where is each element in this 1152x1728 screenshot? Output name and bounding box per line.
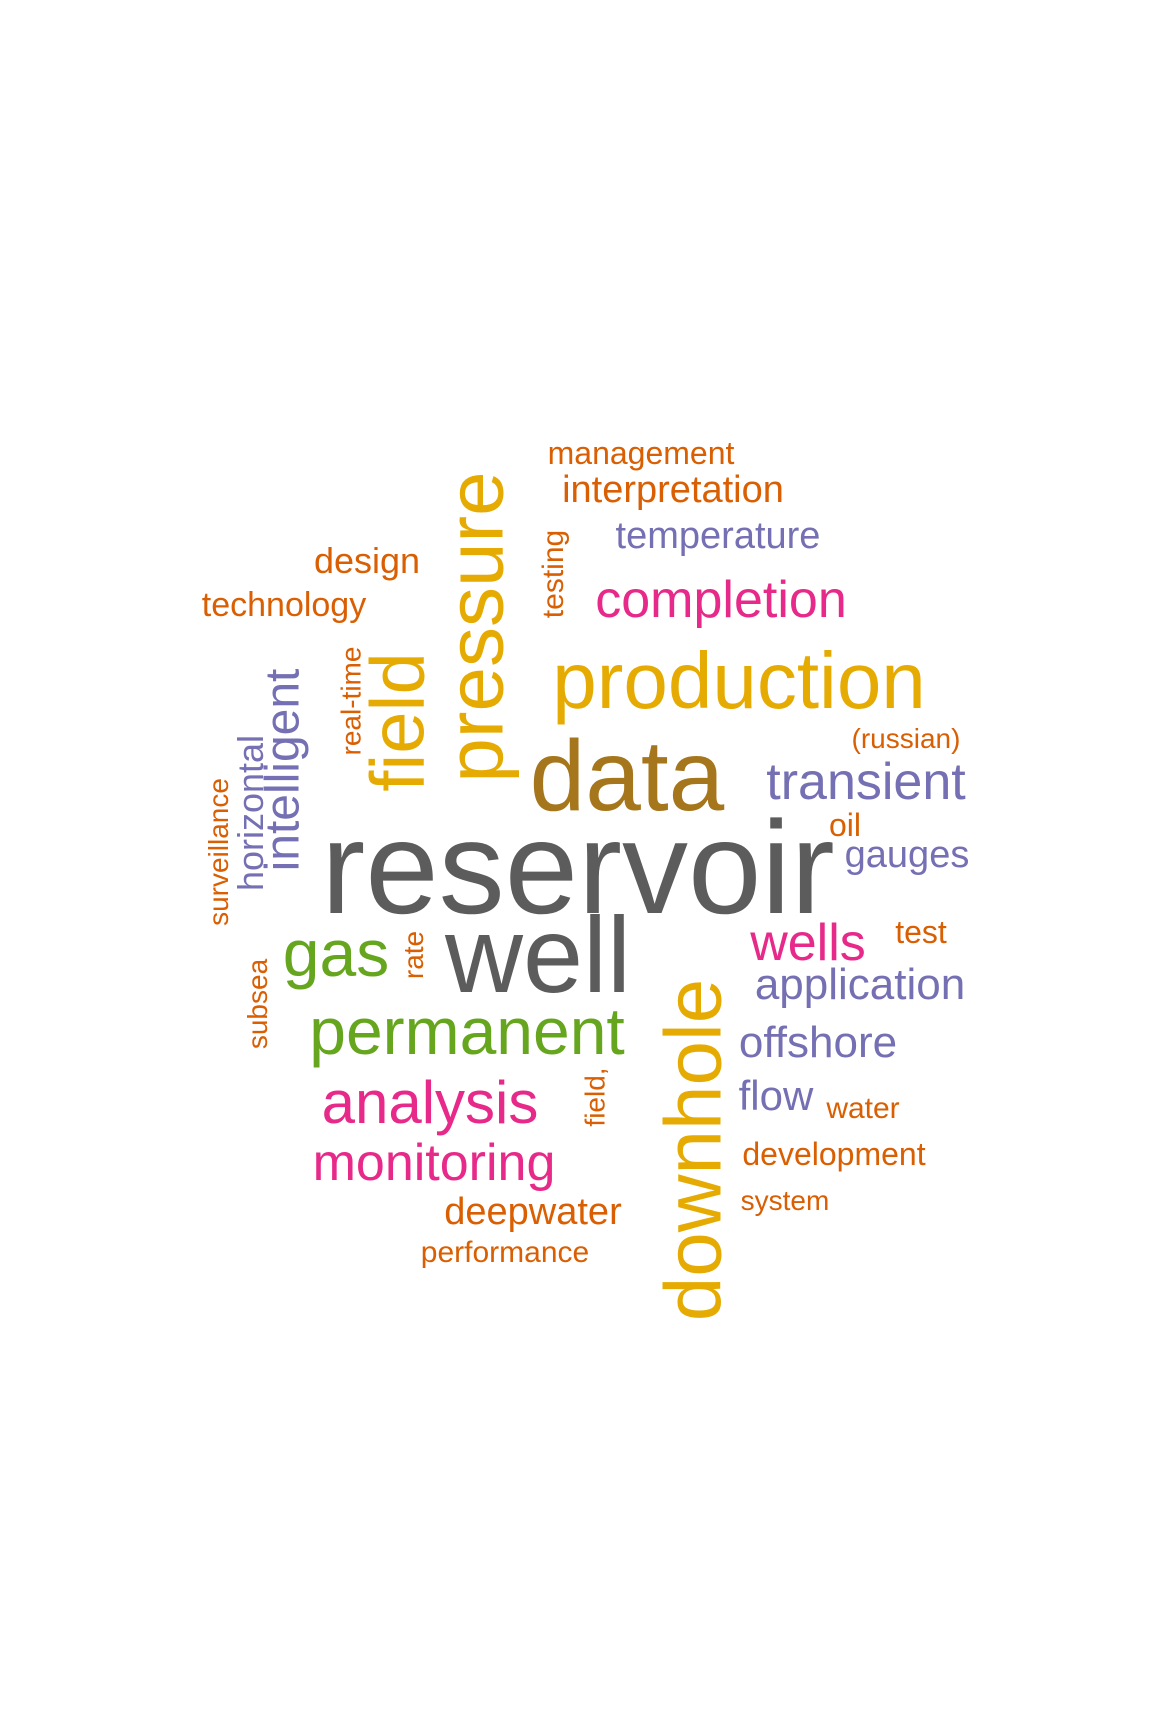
word-technology: technology — [201, 586, 367, 624]
word-test: test — [895, 914, 947, 950]
word-field: field — [355, 652, 441, 792]
word-water: water — [826, 1092, 900, 1125]
word-flow: flow — [738, 1072, 814, 1119]
word-testing: testing — [536, 529, 570, 619]
word-data: data — [529, 720, 725, 832]
word-real-time: real-time — [334, 646, 366, 756]
word-analysis: analysis — [321, 1069, 539, 1136]
word-application: application — [754, 960, 966, 1009]
word-offshore: offshore — [738, 1018, 898, 1067]
word-interpretation: interpretation — [562, 469, 784, 511]
word-gauges: gauges — [844, 834, 970, 876]
word-deepwater: deepwater — [444, 1191, 622, 1233]
word-temperature: temperature — [615, 515, 821, 557]
word-subsea: subsea — [241, 958, 273, 1050]
word-performance: performance — [420, 1236, 590, 1269]
word-gas: gas — [282, 916, 390, 990]
word-development: development — [742, 1136, 926, 1172]
word-management: management — [547, 435, 735, 471]
word-well: well — [444, 894, 632, 1015]
word-monitoring: monitoring — [312, 1134, 556, 1192]
word-wells: wells — [750, 914, 866, 972]
word-rate: rate — [398, 930, 429, 980]
word-permanent: permanent — [309, 994, 625, 1068]
word-production: production — [552, 636, 926, 725]
word-completion: completion — [595, 571, 847, 629]
word-horizontal: horizontal — [230, 734, 271, 892]
word-system: system — [740, 1185, 830, 1216]
word-design: design — [313, 540, 421, 581]
word-pressure: pressure — [431, 471, 520, 783]
word-surveillance: surveillance — [202, 778, 234, 926]
word-transient: transient — [766, 753, 966, 811]
word-field-comma: field, — [580, 1067, 611, 1127]
word-russian: (russian) — [851, 723, 961, 754]
word-downhole: downhole — [648, 978, 737, 1322]
word-oil: oil — [828, 807, 861, 843]
word-reservoir: reservoir — [321, 794, 835, 941]
